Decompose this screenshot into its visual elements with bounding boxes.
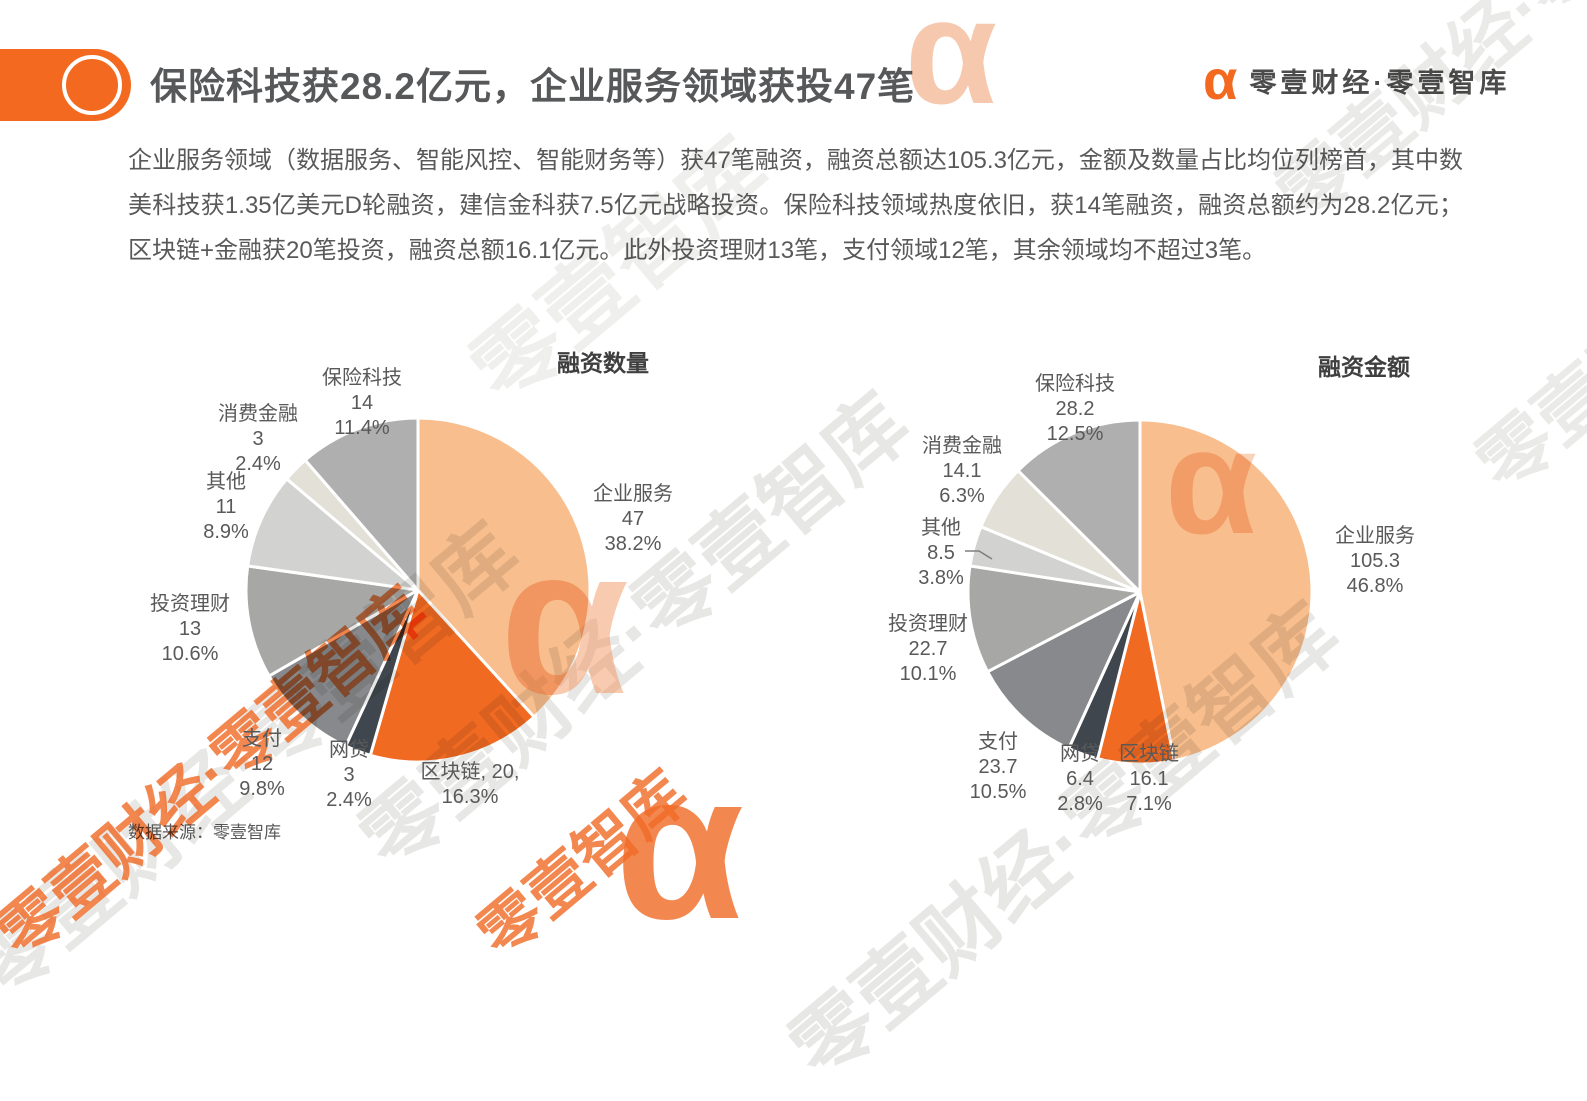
pie-chart-financing-amount bbox=[966, 418, 1314, 766]
pie-chart-financing-count bbox=[244, 416, 592, 764]
pie-label-insurtech-amount: 保险科技 28.2 12.5% bbox=[1035, 373, 1115, 445]
pie-label-blockchain-amount: 区块链 16.1 7.1% bbox=[1119, 743, 1179, 815]
chart-title-financing-amount: 融资金额 bbox=[1318, 354, 1410, 380]
summary-paragraph: 企业服务领域（数据服务、智能风控、智能财务等）获47笔融资，融资总额达105.3… bbox=[128, 147, 1463, 264]
pie-label-enterprise-services-amount: 企业服务 105.3 46.8% bbox=[1335, 525, 1415, 597]
alpha-logo-icon: α bbox=[1203, 48, 1238, 111]
pie-slice-enterprise-services[interactable] bbox=[1138, 418, 1314, 763]
pie-slice-insurtech[interactable] bbox=[1016, 418, 1142, 594]
pie-label-enterprise-services: 企业服务 47 38.2% bbox=[593, 483, 673, 555]
pie-slice-wealth-management[interactable] bbox=[966, 564, 1142, 674]
pie-slice-payment[interactable] bbox=[267, 588, 420, 748]
pie-label-others-amount: 其他 8.5 3.8% bbox=[918, 517, 964, 589]
watermark-alpha-icon: α bbox=[615, 728, 745, 963]
pie-label-wealth-management-amount: 投资理财 22.7 10.1% bbox=[888, 613, 968, 685]
pie-slice-payment[interactable] bbox=[986, 590, 1142, 751]
pie-label-others: 其他 11 8.9% bbox=[203, 471, 249, 543]
brand-logo: α 零壹财经·零壹智库 bbox=[1203, 52, 1510, 108]
others-callout-line bbox=[965, 550, 993, 560]
pie-slice-enterprise-services[interactable] bbox=[416, 416, 592, 719]
header-ring-icon bbox=[62, 55, 122, 115]
watermark-alpha-icon: α bbox=[905, 0, 998, 135]
pie-slice-blockchain[interactable] bbox=[368, 588, 536, 764]
pie-label-insurtech: 保险科技 14 11.4% bbox=[322, 367, 402, 439]
pie-slice-insurtech[interactable] bbox=[303, 416, 420, 592]
pie-label-blockchain: 区块链, 20, 16.3% bbox=[420, 761, 520, 808]
page-title: 保险科技获28.2亿元，企业服务领域获投47笔 bbox=[150, 66, 916, 107]
pie-label-wealth-management: 投资理财 13 10.6% bbox=[150, 593, 230, 665]
pie-slice-wealth-management[interactable] bbox=[244, 564, 420, 678]
pie-label-online-lending-amount: 网贷 6.4 2.8% bbox=[1057, 743, 1103, 815]
pie-slice-others[interactable] bbox=[246, 477, 420, 592]
chart-title-financing-count: 融资数量 bbox=[557, 350, 649, 376]
header-accent-bar bbox=[0, 49, 131, 121]
pie-label-consumer-finance: 消费金融 3 2.4% bbox=[218, 403, 298, 475]
brand-logo-text: 零壹财经·零壹智库 bbox=[1249, 67, 1511, 98]
pie-label-consumer-finance-amount: 消费金融 14.1 6.3% bbox=[922, 435, 1002, 507]
pie-label-payment: 支付 12 9.8% bbox=[239, 728, 285, 800]
data-source-note: 数据来源：零壹智库 bbox=[128, 823, 281, 842]
pie-label-payment-amount: 支付 23.7 10.5% bbox=[969, 731, 1027, 803]
pie-label-online-lending: 网贷 3 2.4% bbox=[326, 739, 372, 811]
